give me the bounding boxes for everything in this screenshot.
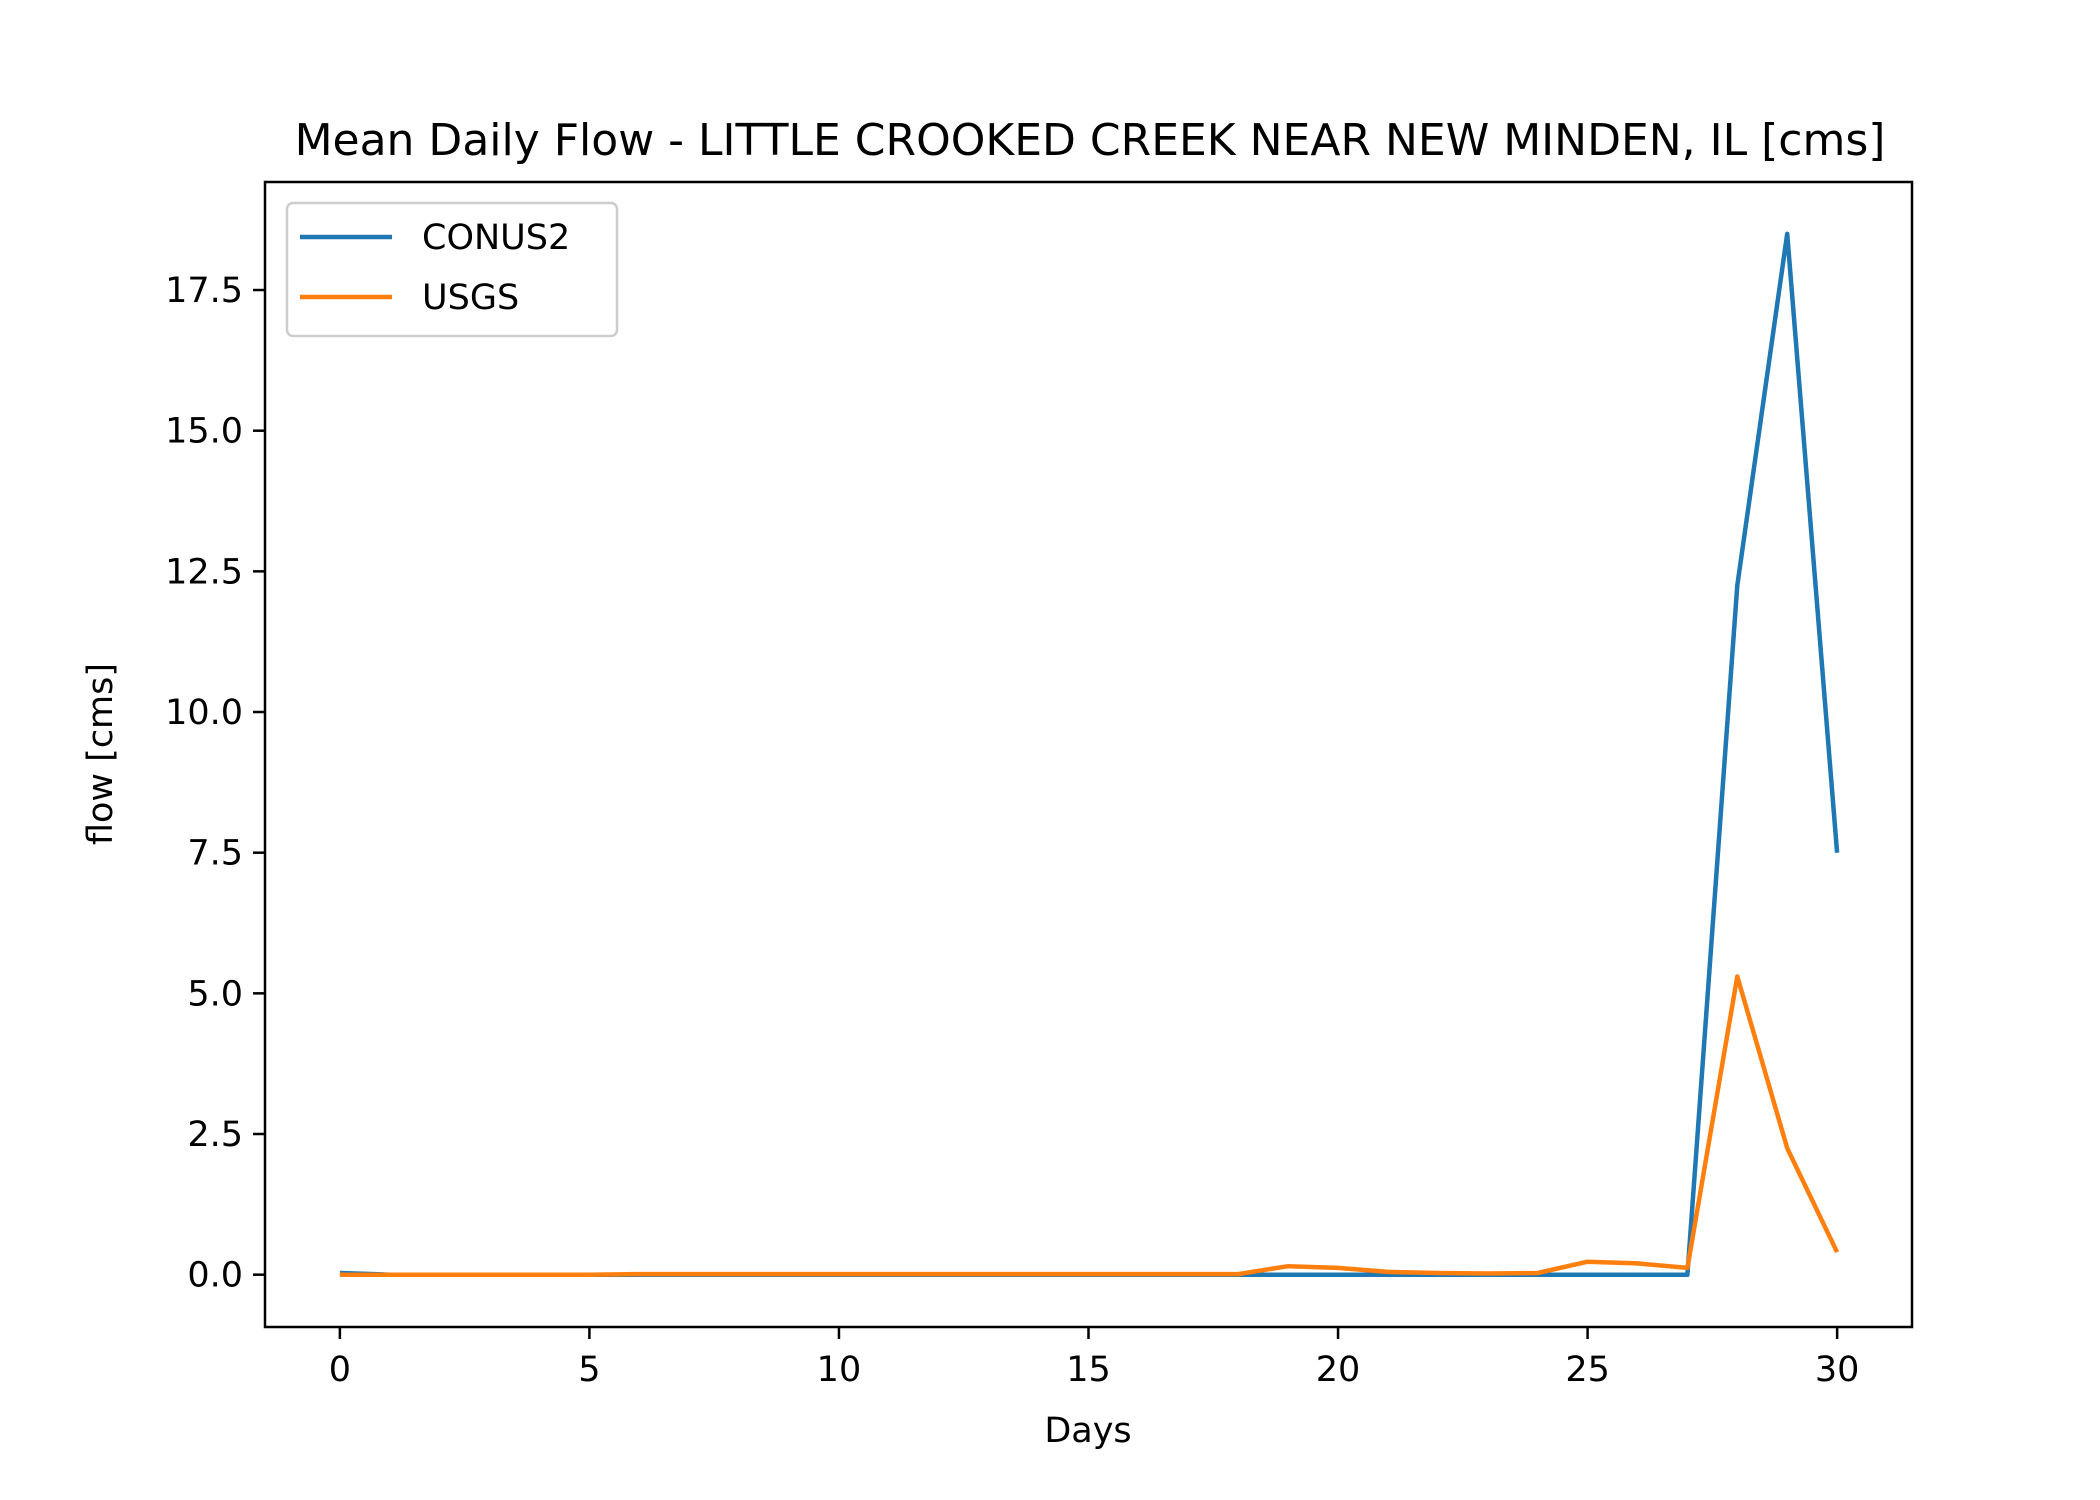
y-tick-label: 2.5 — [187, 1115, 243, 1155]
y-tick-label: 17.5 — [165, 271, 243, 311]
x-tick-label: 0 — [329, 1350, 351, 1390]
series-line-conus2 — [339, 231, 1840, 1277]
y-tick-label: 5.0 — [187, 974, 243, 1014]
x-tick-label: 20 — [1316, 1350, 1361, 1390]
legend: CONUS2 USGS — [285, 201, 619, 338]
x-tick-label: 30 — [1815, 1350, 1860, 1390]
plot-frame — [263, 180, 1914, 1329]
plot-lines — [339, 231, 1840, 1277]
x-tick-label: 25 — [1565, 1350, 1610, 1390]
legend-label-conus2: CONUS2 — [422, 218, 570, 258]
series-line-usgs — [339, 974, 1840, 1277]
x-tick-label: 5 — [578, 1350, 600, 1390]
legend-label-usgs: USGS — [422, 278, 519, 318]
y-axis: 0.0 2.5 5.0 7.5 10.0 12.5 15.0 17.5 — [165, 271, 265, 1296]
y-tick-label: 10.0 — [165, 693, 243, 733]
y-tick-label: 0.0 — [187, 1256, 243, 1296]
y-tick-label: 12.5 — [165, 552, 243, 592]
y-axis-label: flow [cms] — [81, 663, 121, 845]
x-axis-label: Days — [1044, 1411, 1131, 1451]
x-tick-label: 15 — [1066, 1350, 1111, 1390]
x-tick-label: 10 — [817, 1350, 862, 1390]
chart-title: Mean Daily Flow - LITTLE CROOKED CREEK N… — [295, 115, 1886, 166]
y-tick-label: 7.5 — [187, 834, 243, 874]
y-tick-label: 15.0 — [165, 412, 243, 452]
x-axis: 0 5 10 15 20 25 30 — [329, 1327, 1860, 1390]
